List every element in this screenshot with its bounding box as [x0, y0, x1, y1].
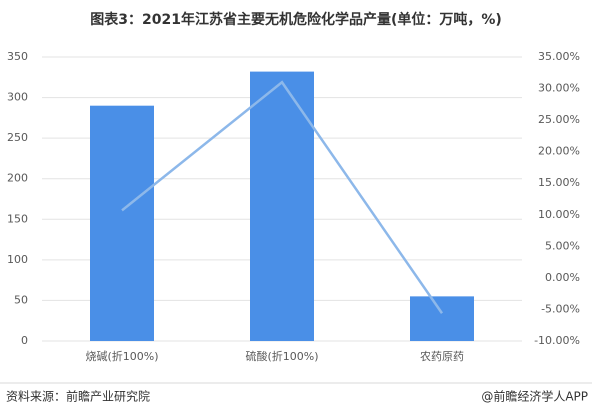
- y2-tick-label: 5.00%: [545, 239, 580, 252]
- y-tick-label: 0: [21, 334, 28, 347]
- y-tick-label: 50: [14, 293, 28, 306]
- y2-tick-label: -10.00%: [534, 334, 580, 347]
- source: 资料来源：前瞻产业研究院: [6, 389, 150, 404]
- y2-tick-label: -5.00%: [541, 302, 580, 315]
- y2-tick-label: 30.00%: [538, 82, 580, 95]
- y2-tick-label: 20.00%: [538, 145, 580, 158]
- x-tick-label: 烧碱(折100%): [85, 349, 158, 363]
- y2-tick-label: 25.00%: [538, 113, 580, 126]
- bar: [250, 71, 314, 341]
- y2-tick-label: 10.00%: [538, 208, 580, 221]
- y-tick-label: 200: [7, 172, 28, 185]
- y-tick-label: 150: [7, 212, 28, 225]
- y2-tick-label: 0.00%: [545, 271, 580, 284]
- y-tick-label: 100: [7, 253, 28, 266]
- y-tick-label: 350: [7, 50, 28, 63]
- y-tick-label: 300: [7, 91, 28, 104]
- line: [121, 80, 444, 314]
- bar: [90, 105, 154, 341]
- credit: @前瞻经济学人APP: [481, 389, 588, 404]
- bar: [410, 296, 474, 341]
- y2-tick-label: 35.00%: [538, 50, 580, 63]
- y-tick-label: 250: [7, 131, 28, 144]
- y2-tick-label: 15.00%: [538, 176, 580, 189]
- x-tick-label: 农药原药: [420, 349, 464, 363]
- x-tick-label: 硫酸(折100%): [245, 349, 318, 363]
- chart-title: 图表3：2021年江苏省主要无机危险化学品产量(单位：万吨，%): [90, 11, 502, 28]
